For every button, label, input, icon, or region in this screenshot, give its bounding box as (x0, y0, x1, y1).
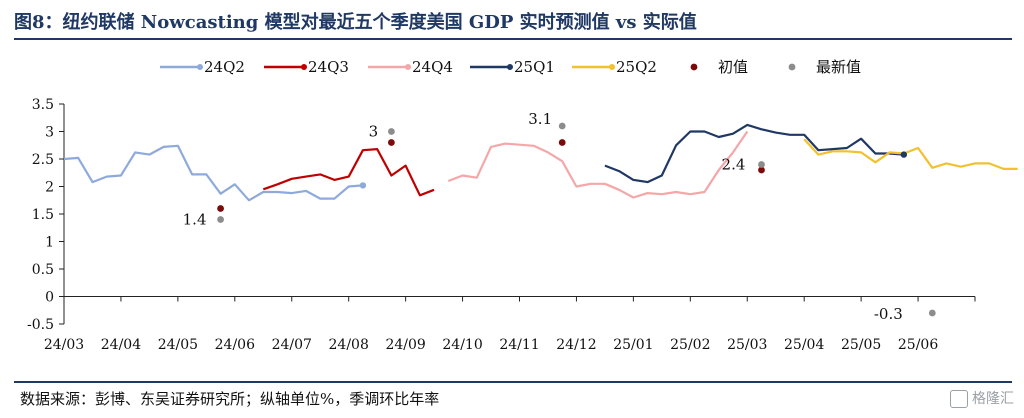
marker-initial (558, 139, 566, 146)
line-chart: 3.5 3 2.5 2 1.5 1 0.5 0 -0.5 24/03 24/04 24/05 24/06… (27, 58, 1018, 353)
legend-label: 最新值 (816, 58, 861, 76)
legend-swatch-dot (197, 64, 203, 70)
x-tick-label: 25/01 (613, 337, 653, 353)
x-tick-label: 24/07 (272, 337, 312, 353)
legend-swatch-dot (609, 64, 615, 70)
y-tick-label: 1 (45, 235, 54, 251)
legend-label: 初值 (718, 58, 748, 76)
x-tick-label: 25/04 (784, 337, 824, 353)
x-tick-label: 24/05 (158, 337, 198, 353)
legend-swatch-dot (301, 64, 307, 70)
marker-initial (387, 139, 395, 146)
marker-latest (217, 216, 224, 223)
bottom-rule (14, 381, 1012, 383)
marker-latest (928, 309, 936, 317)
legend-swatch-dot (405, 64, 411, 70)
legend-marker (788, 63, 796, 71)
data-annotation: 3 (369, 123, 379, 141)
series-line-25Q2 (803, 138, 1018, 170)
y-tick-label: 1.5 (32, 207, 54, 223)
series-endpoint (900, 151, 908, 158)
data-annotation: -0.3 (874, 305, 903, 323)
data-annotation: 2.4 (722, 156, 746, 174)
y-tick-label: 0 (45, 290, 54, 306)
legend-label: 24Q3 (308, 58, 349, 76)
x-tick-label: 25/05 (841, 337, 881, 353)
y-tick-label: 2 (45, 180, 54, 196)
marker-latest (387, 128, 395, 135)
legend-label: 24Q4 (412, 58, 453, 76)
series-line-24Q2 (63, 144, 363, 202)
y-tick-label: 3.5 (32, 97, 54, 113)
legend-label: 24Q2 (204, 58, 245, 76)
x-tick-label: 24/09 (385, 337, 425, 353)
x-tick-label: 24/11 (499, 337, 539, 353)
watermark: 格隆汇 (950, 388, 1014, 408)
x-tick-label: 25/03 (727, 337, 767, 353)
x-tick-label: 24/04 (101, 337, 141, 353)
y-tick-label: 2.5 (32, 152, 54, 168)
x-tick-label: 25/02 (670, 337, 710, 353)
series-line-25Q1 (604, 123, 904, 184)
data-annotation: 1.4 (183, 211, 207, 229)
series-endpoint (359, 182, 367, 189)
x-tick-label: 24/12 (556, 337, 596, 353)
series-line-24Q4 (447, 130, 749, 199)
series-line-24Q3 (262, 148, 435, 197)
y-tick-label: 0.5 (32, 262, 54, 278)
figure-title: 图8：纽约联储 Nowcasting 模型对最近五个季度美国 GDP 实时预测值… (14, 12, 697, 33)
data-annotation: 3.1 (528, 110, 552, 128)
source-note: 数据来源：彭博、东吴证券研究所；纵轴单位%，季调环比年率 (20, 390, 440, 408)
top-rule (14, 38, 1012, 40)
x-tick-label: 24/03 (44, 337, 84, 353)
legend-marker (690, 63, 698, 71)
legend-swatch-dot (507, 64, 513, 70)
marker-latest (558, 122, 566, 130)
marker-initial (758, 166, 765, 174)
x-tick-label: 24/06 (215, 337, 255, 353)
marker-latest (758, 161, 765, 168)
watermark-logo-icon (950, 390, 968, 408)
x-tick-label: 24/10 (442, 337, 482, 353)
legend-label: 25Q2 (616, 58, 657, 76)
legend-label: 25Q1 (514, 58, 555, 76)
x-tick-label: 24/08 (329, 337, 369, 353)
marker-initial (217, 205, 224, 212)
watermark-text: 格隆汇 (972, 391, 1014, 407)
x-tick-label: 25/06 (898, 337, 938, 353)
y-tick-label: -0.5 (27, 317, 54, 333)
y-tick-label: 3 (45, 125, 54, 141)
